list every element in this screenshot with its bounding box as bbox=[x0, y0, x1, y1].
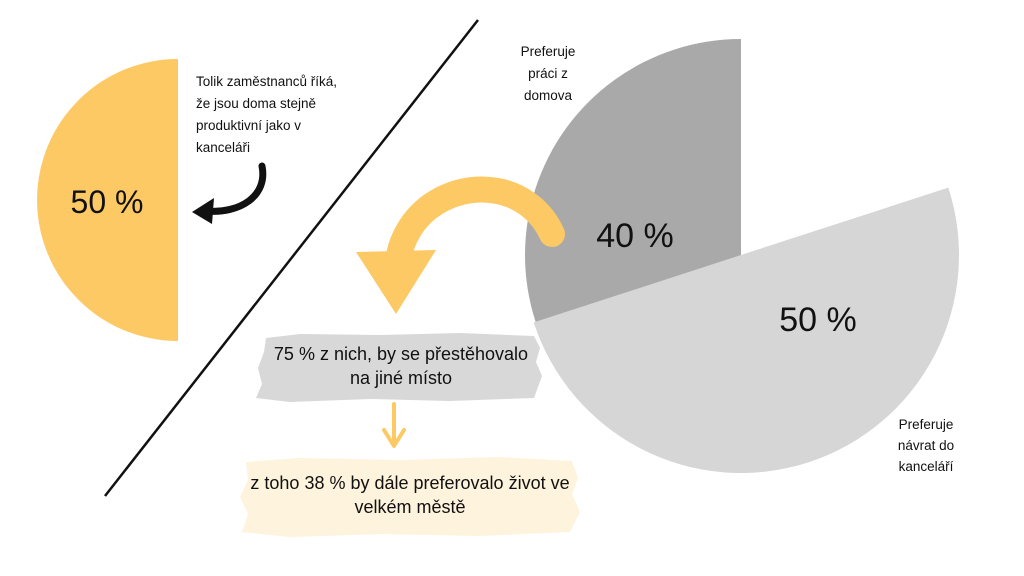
half-pie-chart bbox=[37, 59, 179, 341]
down-arrow-yellow bbox=[382, 402, 406, 448]
pie-slice-office bbox=[533, 187, 960, 474]
pie-slice-label-home: 40 % bbox=[596, 217, 674, 255]
pie-legend-office: Preferuje návrat do kanceláří bbox=[897, 417, 955, 474]
big-city-text: z toho 38 % by dále preferovalo život ve… bbox=[250, 473, 570, 517]
pie-chart bbox=[524, 39, 960, 474]
left-pie-caption: Tolik zaměstnanců říká, že jsou doma ste… bbox=[196, 74, 338, 155]
cream-brush-box bbox=[240, 457, 580, 537]
pie-legend-home: Preferuje práci z domova bbox=[520, 44, 576, 103]
left-pie-value-label: 50 % bbox=[71, 184, 144, 220]
curved-arrow-yellow bbox=[356, 176, 565, 314]
half-pie-slice bbox=[37, 59, 179, 341]
pie-slice-label-office: 50 % bbox=[779, 301, 857, 339]
curved-arrow-black bbox=[192, 162, 267, 224]
diagonal-divider bbox=[104, 19, 479, 497]
gray-brush-box bbox=[256, 333, 542, 402]
relocate-text: 75 % z nich, by se přestěhovalo na jiné … bbox=[273, 344, 529, 388]
